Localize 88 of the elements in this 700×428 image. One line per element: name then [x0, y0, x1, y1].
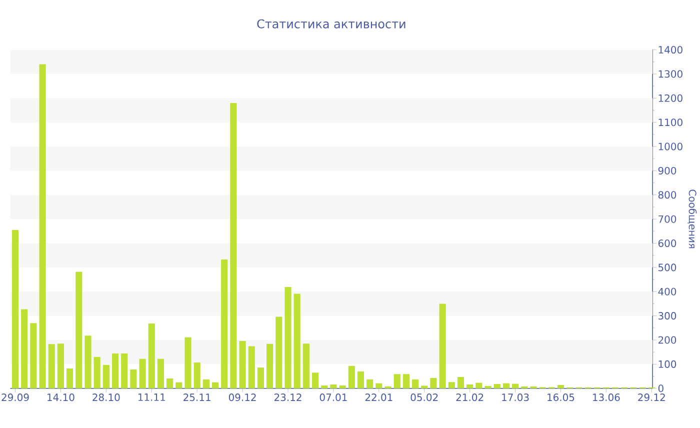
bar [239, 340, 246, 388]
bar [402, 374, 410, 388]
bar [157, 358, 164, 388]
y-tick-label: 1100 [658, 118, 682, 126]
bar [39, 64, 46, 388]
x-tick-label: 25.11 [184, 393, 210, 401]
y-tick-label: 600 [658, 239, 676, 247]
x-tick-label: 29.09 [2, 393, 29, 401]
x-tick-label: 22.01 [365, 393, 392, 401]
x-tick-label: 11.11 [138, 393, 165, 401]
x-tick-label: 21.02 [456, 393, 484, 401]
x-tick-label: 23.12 [274, 393, 302, 401]
bar [139, 358, 146, 388]
bar [166, 378, 174, 388]
y-tick-label: 400 [658, 288, 676, 296]
bar [66, 368, 74, 388]
bar [494, 384, 500, 388]
bar [257, 367, 264, 388]
bar [439, 304, 446, 388]
bar [148, 323, 155, 388]
bar [184, 337, 192, 388]
y-tick-label: 200 [658, 336, 676, 344]
y-tick-label: 900 [658, 166, 676, 174]
bar [130, 369, 137, 388]
bar [339, 385, 346, 388]
y-tick-label: 0 [658, 384, 664, 392]
bar [512, 384, 519, 388]
bar [30, 322, 37, 388]
x-tick-label: 13.06 [593, 393, 620, 401]
y-tick-label: 700 [658, 215, 676, 223]
bar [230, 102, 237, 388]
bar [21, 309, 28, 388]
bar [84, 336, 92, 388]
chart-title: Статистика активности [257, 19, 406, 28]
bar [121, 353, 128, 388]
bar [484, 386, 492, 388]
bar [57, 344, 64, 388]
bar [502, 383, 510, 388]
bar [302, 344, 310, 388]
bar [348, 366, 355, 388]
bar [466, 384, 474, 388]
bar [457, 376, 464, 388]
x-tick-label: 29.12 [638, 393, 665, 401]
bar [202, 379, 210, 388]
bar [212, 382, 219, 388]
bar [448, 382, 455, 388]
x-tick-label: 05.02 [410, 393, 438, 401]
bar [284, 286, 292, 388]
y-tick-label: 100 [658, 360, 676, 368]
y-tick-label: 1200 [658, 94, 682, 102]
bar [421, 386, 428, 388]
bar [476, 382, 482, 388]
bar [321, 385, 328, 388]
bar [276, 316, 282, 388]
bar [366, 379, 374, 388]
y-axis-title: Сообщения [688, 190, 697, 248]
x-tick-label: 16.05 [548, 393, 574, 401]
bar [248, 346, 255, 388]
bar [294, 294, 300, 388]
bar [430, 378, 437, 388]
bar [94, 356, 100, 388]
bar [102, 364, 110, 388]
bar [176, 382, 182, 388]
bar [376, 383, 382, 388]
bar [12, 230, 19, 388]
x-tick-label: 09.12 [228, 393, 256, 401]
bar [221, 259, 228, 388]
bar [357, 371, 364, 388]
y-tick-label: 1000 [658, 142, 682, 150]
bar [330, 384, 337, 388]
y-tick-label: 1300 [658, 70, 682, 78]
x-tick-label: 17.03 [502, 393, 529, 401]
bar [312, 372, 319, 388]
y-tick-label: 1400 [658, 46, 682, 54]
bar [266, 344, 274, 388]
bar [112, 353, 119, 388]
bar [394, 374, 400, 388]
bar [194, 362, 200, 388]
bar [48, 344, 55, 388]
x-tick-label: 28.10 [92, 393, 120, 401]
bar [76, 272, 82, 388]
x-tick-label: 14.10 [48, 393, 74, 401]
y-tick-label: 500 [658, 264, 676, 272]
bar [412, 379, 419, 388]
bar [557, 384, 564, 388]
x-tick-label: 07.01 [320, 393, 347, 401]
y-tick-label: 800 [658, 191, 676, 199]
y-tick-label: 300 [658, 312, 676, 320]
